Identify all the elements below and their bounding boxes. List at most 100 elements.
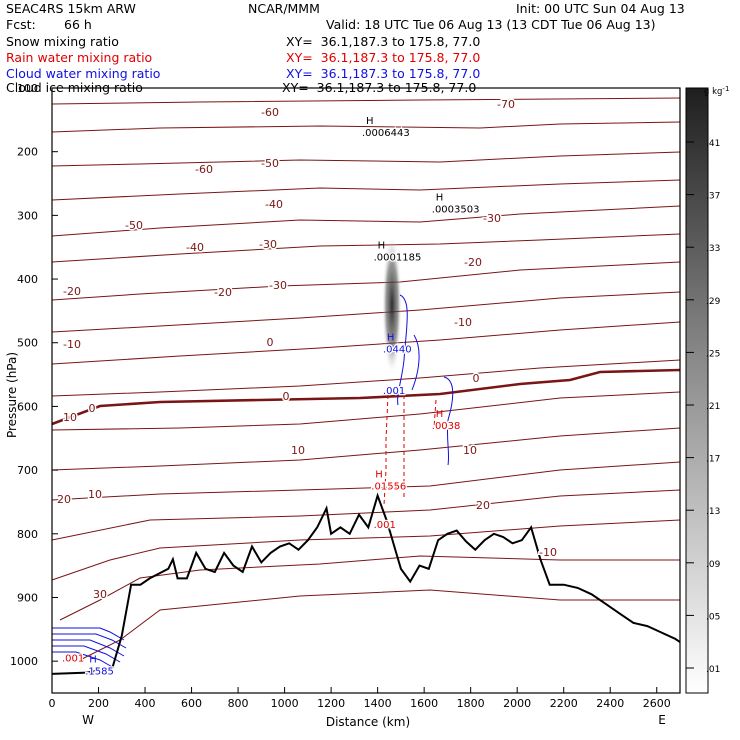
temperature-contour-label: 0: [473, 372, 480, 385]
y-tick-label: 600: [17, 400, 38, 413]
colorbar-label: .29: [706, 297, 721, 307]
temperature-contour-label: -20: [214, 286, 232, 299]
temperature-contour-label: -40: [265, 198, 283, 211]
x-tick-label: 2200: [550, 697, 578, 710]
x-tick-label: 1800: [457, 697, 485, 710]
maximum-value: .001: [62, 654, 84, 665]
temperature-contours: [51, 97, 681, 661]
colorbar-label: .13: [706, 507, 720, 517]
maximum-marker: H: [387, 333, 395, 344]
x-tick-label: 2000: [503, 697, 531, 710]
temperature-contour-label: -10: [63, 338, 81, 351]
maximum-marker: H: [436, 409, 444, 420]
maximum-marker: H: [436, 193, 444, 204]
x-tick-label: 0: [49, 697, 56, 710]
y-tick-label: 500: [17, 337, 38, 350]
rain-contours: [383, 394, 437, 506]
maximum-value: .001: [383, 386, 405, 397]
temperature-contour-label: 10: [463, 444, 477, 457]
x-tick-label: 600: [181, 697, 202, 710]
y-tick-label: 800: [17, 528, 38, 541]
maximum-value: .001: [374, 520, 396, 531]
colorbar-label: .25: [706, 349, 720, 359]
y-tick-label: 1000: [10, 655, 38, 668]
x-tick-label: 1400: [364, 697, 392, 710]
colorbar-label: .21: [706, 402, 720, 412]
maximum-value: .0440: [383, 345, 412, 356]
temperature-contour-label: -30: [259, 238, 277, 251]
temperature-contour-label: -30: [483, 212, 501, 225]
y-axis-title: Pressure (hPa): [5, 352, 19, 438]
colorbar-label: .05: [706, 612, 720, 622]
colorbar-label: .01: [706, 665, 720, 675]
temperature-contour-label: 0: [267, 336, 274, 349]
init-time: Init: 00 UTC Sun 04 Aug 13: [516, 1, 685, 16]
forecast-hours: 66 h: [64, 17, 92, 32]
colorbar-unit: g kg-1: [704, 85, 729, 97]
colorbar-label: .33: [706, 244, 720, 254]
x-tick-label: 2400: [596, 697, 624, 710]
cloud-water-contours: [397, 294, 454, 466]
temperature-contour-label: -60: [261, 106, 279, 119]
field-name-rain: Rain water mixing ratio: [6, 50, 153, 65]
temperature-contour-label: 10: [88, 488, 102, 501]
x-end-east: E: [658, 713, 666, 727]
y-tick-label: 300: [17, 209, 38, 222]
y-tick-label: 700: [17, 464, 38, 477]
field-xy-snow: XY= 36.1,187.3 to 175.8, 77.0: [286, 34, 481, 49]
temperature-contour-label: -20: [63, 285, 81, 298]
colorbar-label: .41: [706, 139, 720, 149]
org-label: NCAR/MMM: [248, 1, 320, 16]
y-tick-label: 100: [17, 82, 38, 95]
x-tick-label: 1600: [410, 697, 438, 710]
maximum-marker: H: [366, 116, 374, 127]
maximum-value: .0038: [432, 421, 461, 432]
temperature-contour-label: 10: [291, 444, 305, 457]
forecast-label: Fcst:: [6, 17, 36, 32]
x-tick-label: 400: [135, 697, 156, 710]
temperature-contour-label: -50: [125, 219, 143, 232]
field-xy-rain: XY= 36.1,187.3 to 175.8, 77.0: [286, 50, 481, 65]
colorbar: [685, 87, 709, 694]
temperature-contour-label: 20: [476, 499, 490, 512]
temperature-contour-label: -20: [464, 256, 482, 269]
terrain-profile: [51, 492, 681, 675]
maximum-marker: H: [89, 654, 97, 665]
y-tick-label: 200: [17, 146, 38, 159]
maximum-value: .0006443: [362, 128, 410, 139]
maximum-value: .0003503: [432, 205, 480, 216]
x-axis-title: Distance (km): [326, 715, 410, 729]
y-tick-label: 900: [17, 591, 38, 604]
temperature-contour-label: 30: [93, 588, 107, 601]
maximum-value: .0001185: [374, 252, 422, 263]
maximum-marker: H: [375, 470, 383, 481]
temperature-contour-label: -30: [269, 279, 287, 292]
temperature-contour-label: -50: [261, 157, 279, 170]
temperature-contour-label: -40: [186, 241, 204, 254]
x-tick-label: 2600: [643, 697, 671, 710]
plot-frame: [51, 87, 681, 694]
x-tick-label: 200: [88, 697, 109, 710]
colorbar-label: .17: [706, 455, 720, 465]
temperature-contour-label: -10: [539, 546, 557, 559]
colorbar-label: .09: [706, 560, 721, 570]
x-tick-label: 1000: [271, 697, 299, 710]
x-end-west: W: [82, 713, 94, 727]
temperature-contour-label: 0: [89, 402, 96, 415]
temperature-contour-label: -70: [497, 98, 515, 111]
colorbar-label: .37: [706, 192, 720, 202]
temperature-contour-label: 20: [57, 493, 71, 506]
field-name-cloudwater: Cloud water mixing ratio: [6, 66, 161, 81]
x-tick-label: 1200: [317, 697, 345, 710]
maximum-value: .01556: [371, 482, 406, 493]
temperature-contour-label: -10: [454, 316, 472, 329]
maximum-value: .1585: [85, 666, 114, 677]
field-xy-cloudwater: XY= 36.1,187.3 to 175.8, 77.0: [286, 66, 481, 81]
x-tick-label: 800: [228, 697, 249, 710]
maximum-marker: H: [378, 240, 386, 251]
temperature-contour-label: 0: [283, 390, 290, 403]
field-name-snow: Snow mixing ratio: [6, 34, 119, 49]
freezing-level: [51, 368, 681, 426]
y-tick-label: 400: [17, 273, 38, 286]
